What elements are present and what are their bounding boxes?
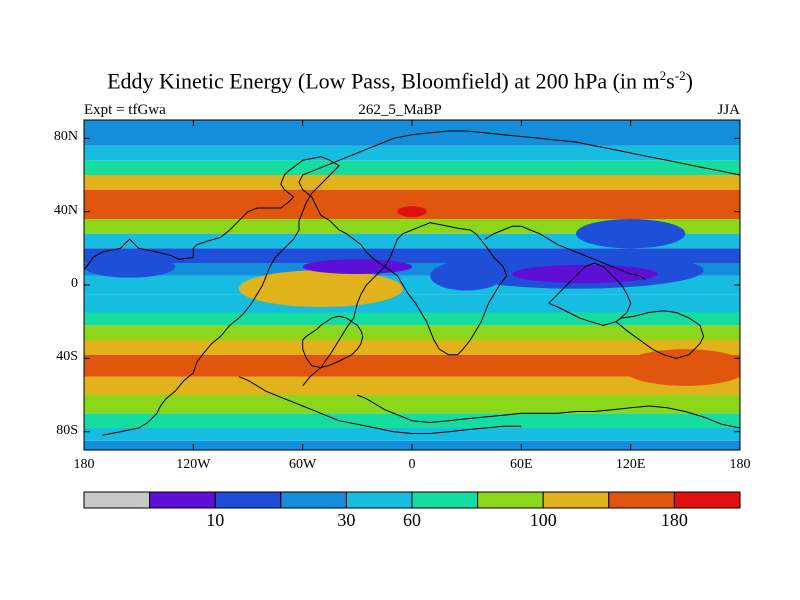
ytick-label-4: 80S xyxy=(56,422,78,438)
title-sup-1: 2 xyxy=(659,68,667,83)
experiment-label: Expt = tfGwa xyxy=(84,102,166,118)
xtick-label-1: 120W xyxy=(176,457,211,472)
chart-title: Eddy Kinetic Energy (Low Pass, Bloomfiel… xyxy=(0,68,800,94)
band-9 xyxy=(84,294,740,313)
blob-2 xyxy=(84,255,176,278)
band-14 xyxy=(84,219,740,234)
blob-4 xyxy=(302,259,413,274)
ytick-label-0: 80N xyxy=(53,129,78,145)
blob-3 xyxy=(238,270,403,307)
colorbar-label-0: 10 xyxy=(206,510,225,530)
blob-1 xyxy=(512,264,658,284)
coastline-1 xyxy=(298,130,740,387)
colorbar-label-2: 60 xyxy=(403,510,421,530)
blob-6 xyxy=(576,219,686,249)
band-4 xyxy=(84,376,740,395)
blob-7 xyxy=(621,349,740,386)
colorbar-swatch-1 xyxy=(149,491,216,509)
axis-ticks xyxy=(83,120,741,450)
title-sup-2: -2 xyxy=(674,68,686,83)
ytick-label-2: 0 xyxy=(71,276,78,291)
band-6 xyxy=(84,340,740,355)
colorbar-swatch-9 xyxy=(673,491,741,509)
band-1 xyxy=(84,428,740,441)
colorbar-swatch-5 xyxy=(411,491,479,509)
coastline-7 xyxy=(302,315,364,369)
coastline-2 xyxy=(484,225,646,280)
title-mid: s xyxy=(666,68,675,94)
xtick-label-6: 180 xyxy=(729,457,751,472)
colorbar-swatch-6 xyxy=(477,491,544,509)
colorbar-swatch-4 xyxy=(345,491,413,509)
colorbar-swatch-7 xyxy=(542,491,610,509)
band-3 xyxy=(84,395,740,414)
colorbar-swatch-0 xyxy=(83,491,151,509)
coastline-4 xyxy=(615,310,705,359)
xtick-label-4: 60E xyxy=(510,457,533,472)
band-18 xyxy=(84,145,740,161)
colorbar-label-3: 100 xyxy=(529,510,557,530)
colorbar xyxy=(83,491,741,509)
xtick-label-0: 180 xyxy=(73,457,95,472)
coastline-layer xyxy=(84,130,740,436)
colorbar-swatch-3 xyxy=(280,491,347,509)
band-13 xyxy=(84,233,740,249)
ytick-label-1: 40N xyxy=(53,202,78,218)
blob-5 xyxy=(430,261,504,291)
blob-8 xyxy=(397,206,427,218)
band-5 xyxy=(84,354,740,377)
coastline-0 xyxy=(84,156,340,436)
xtick-label-5: 120E xyxy=(615,457,646,472)
band-7 xyxy=(84,325,740,340)
title-close: ) xyxy=(685,68,693,94)
ytick-label-3: 40S xyxy=(56,349,78,365)
xtick-label-3: 0 xyxy=(408,457,416,472)
coastline-3 xyxy=(548,262,632,326)
coastline-5 xyxy=(357,394,740,429)
colorbar-swatch-8 xyxy=(608,491,675,509)
season-label: JJA xyxy=(717,102,740,118)
run-label: 262_5_MaBP xyxy=(358,102,442,118)
xtick-label-2: 60W xyxy=(289,457,317,472)
band-17 xyxy=(84,160,740,175)
band-16 xyxy=(84,175,740,190)
coastline-6 xyxy=(238,376,522,434)
colorbar-label-1: 30 xyxy=(337,510,356,530)
colorbar-swatch-2 xyxy=(214,491,282,509)
colorbar-label-4: 180 xyxy=(660,510,688,530)
contour-fill-layer xyxy=(84,120,740,450)
title-text: Eddy Kinetic Energy (Low Pass, Bloomfiel… xyxy=(107,68,660,94)
